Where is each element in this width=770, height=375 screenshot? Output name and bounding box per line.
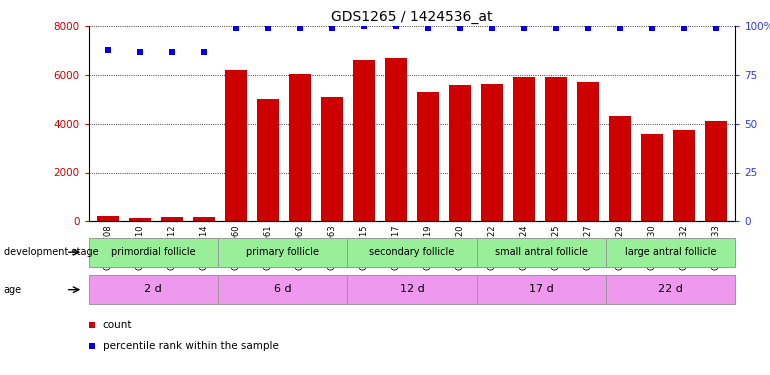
Text: count: count (102, 320, 132, 330)
Bar (606, 275, 735, 304)
Bar (449, 85, 471, 221)
Bar (477, 275, 606, 304)
Text: percentile rank within the sample: percentile rank within the sample (102, 341, 279, 351)
Bar (609, 116, 631, 221)
Text: primordial follicle: primordial follicle (111, 246, 196, 256)
Bar (417, 92, 439, 221)
Bar (347, 275, 477, 304)
Bar (641, 134, 663, 221)
Title: GDS1265 / 1424536_at: GDS1265 / 1424536_at (331, 10, 493, 24)
Bar (577, 82, 599, 221)
Bar (289, 74, 311, 221)
Text: age: age (4, 285, 22, 295)
Bar (161, 217, 183, 221)
Bar (347, 238, 477, 267)
Bar (385, 58, 407, 221)
Text: secondary follicle: secondary follicle (370, 246, 454, 256)
Bar (673, 130, 695, 221)
Bar (129, 217, 151, 221)
Text: 12 d: 12 d (400, 284, 424, 294)
Bar (218, 275, 347, 304)
Bar (89, 275, 218, 304)
Text: large antral follicle: large antral follicle (625, 246, 716, 256)
Bar (480, 84, 504, 221)
Text: 22 d: 22 d (658, 284, 683, 294)
Bar (545, 78, 567, 221)
Bar (705, 122, 728, 221)
Text: 6 d: 6 d (274, 284, 291, 294)
Text: primary follicle: primary follicle (246, 246, 319, 256)
Text: 17 d: 17 d (529, 284, 554, 294)
Text: 2 d: 2 d (144, 284, 162, 294)
Bar (606, 238, 735, 267)
Bar (192, 217, 215, 221)
Bar (89, 238, 218, 267)
Text: development stage: development stage (4, 247, 99, 257)
Text: small antral follicle: small antral follicle (495, 246, 588, 256)
Bar (96, 216, 119, 221)
Bar (353, 60, 375, 221)
Bar (477, 238, 606, 267)
Bar (225, 70, 247, 221)
Bar (320, 97, 343, 221)
Bar (218, 238, 347, 267)
Bar (256, 99, 279, 221)
Bar (513, 78, 535, 221)
